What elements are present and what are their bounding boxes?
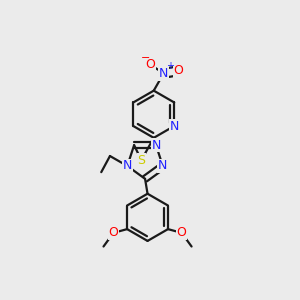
- Text: O: O: [177, 226, 187, 239]
- Text: S: S: [137, 154, 145, 167]
- Text: N: N: [169, 119, 179, 133]
- Text: N: N: [159, 67, 168, 80]
- Text: O: O: [109, 226, 118, 239]
- Text: N: N: [158, 160, 167, 172]
- Text: N: N: [151, 139, 161, 152]
- Text: O: O: [174, 64, 184, 77]
- Text: −: −: [140, 53, 150, 63]
- Text: +: +: [166, 61, 174, 71]
- Text: N: N: [123, 160, 132, 172]
- Text: O: O: [145, 58, 155, 71]
